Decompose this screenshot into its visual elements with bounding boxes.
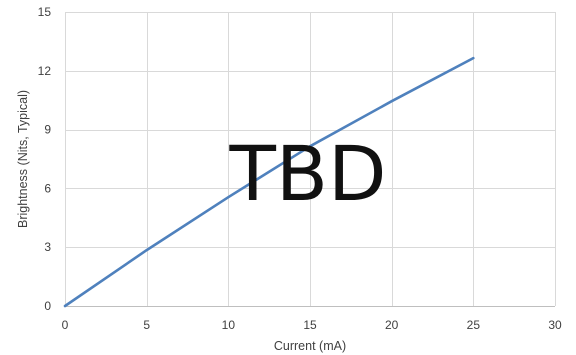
x-axis-label: Current (mA): [274, 339, 346, 353]
series-layer: [63, 56, 475, 308]
grid-lines: [65, 12, 556, 306]
y-tick-label: 3: [44, 240, 51, 254]
y-tick-labels: 0 3 6 9 12 15: [38, 5, 52, 313]
x-tick-label: 0: [62, 318, 69, 332]
y-tick-label: 15: [38, 5, 52, 19]
series-line: [63, 56, 475, 308]
y-tick-label: 0: [44, 299, 51, 313]
x-tick-label: 30: [548, 318, 562, 332]
x-tick-label: 5: [143, 318, 150, 332]
x-tick-labels: 0 5 10 15 20 25 30: [62, 318, 562, 332]
tbd-annotation: TBD: [228, 129, 386, 218]
x-tick-label: 10: [222, 318, 236, 332]
y-axis-label: Brightness (Nits, Typical): [16, 90, 30, 228]
y-tick-label: 9: [44, 123, 51, 137]
y-tick-label: 12: [38, 64, 52, 78]
x-tick-label: 25: [467, 318, 481, 332]
x-tick-label: 15: [303, 318, 317, 332]
x-tick-label: 20: [385, 318, 399, 332]
y-tick-label: 6: [44, 181, 51, 195]
